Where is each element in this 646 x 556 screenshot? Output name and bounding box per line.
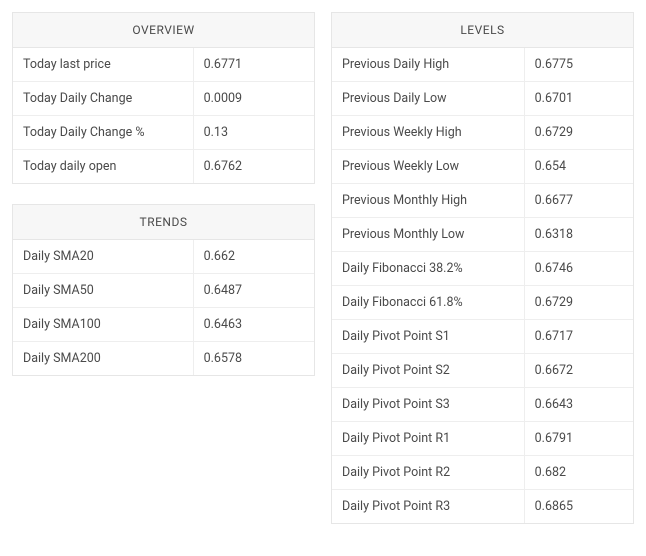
row-value: 0.6487 (194, 274, 314, 307)
table-row: Daily Pivot Point S30.6643 (332, 388, 633, 422)
row-value: 0.13 (194, 116, 314, 149)
table-row: Daily SMA1000.6463 (13, 308, 314, 342)
row-label: Daily Pivot Point R3 (332, 490, 525, 523)
row-label: Today Daily Change % (13, 116, 194, 149)
row-value: 0.6729 (525, 286, 633, 319)
table-row: Daily SMA200.662 (13, 240, 314, 274)
levels-header: LEVELS (332, 13, 633, 48)
row-label: Daily SMA50 (13, 274, 194, 307)
row-label: Previous Weekly Low (332, 150, 525, 183)
row-value: 0.682 (525, 456, 633, 489)
row-value: 0.6865 (525, 490, 633, 523)
row-value: 0.662 (194, 240, 314, 273)
row-label: Daily SMA200 (13, 342, 194, 375)
table-row: Daily Pivot Point S10.6717 (332, 320, 633, 354)
table-row: Daily SMA500.6487 (13, 274, 314, 308)
row-label: Daily SMA100 (13, 308, 194, 341)
overview-panel: OVERVIEW Today last price0.6771Today Dai… (12, 12, 315, 184)
row-label: Previous Daily High (332, 48, 525, 81)
row-value: 0.6701 (525, 82, 633, 115)
row-label: Daily Pivot Point S2 (332, 354, 525, 387)
row-label: Daily Fibonacci 38.2% (332, 252, 525, 285)
row-label: Today daily open (13, 150, 194, 183)
table-row: Today last price0.6771 (13, 48, 314, 82)
row-value: 0.6672 (525, 354, 633, 387)
table-row: Today daily open0.6762 (13, 150, 314, 183)
row-value: 0.6578 (194, 342, 314, 375)
row-value: 0.6729 (525, 116, 633, 149)
trends-rows: Daily SMA200.662Daily SMA500.6487Daily S… (13, 240, 314, 375)
table-row: Previous Weekly High0.6729 (332, 116, 633, 150)
row-value: 0.6717 (525, 320, 633, 353)
table-row: Previous Daily High0.6775 (332, 48, 633, 82)
row-value: 0.0009 (194, 82, 314, 115)
table-row: Previous Weekly Low0.654 (332, 150, 633, 184)
row-label: Daily Pivot Point S3 (332, 388, 525, 421)
table-row: Today Daily Change0.0009 (13, 82, 314, 116)
row-value: 0.6746 (525, 252, 633, 285)
table-row: Daily Pivot Point S20.6672 (332, 354, 633, 388)
row-label: Previous Weekly High (332, 116, 525, 149)
right-column: LEVELS Previous Daily High0.6775Previous… (331, 12, 634, 544)
table-row: Daily SMA2000.6578 (13, 342, 314, 375)
row-value: 0.6677 (525, 184, 633, 217)
row-label: Previous Monthly High (332, 184, 525, 217)
table-row: Previous Daily Low0.6701 (332, 82, 633, 116)
table-row: Daily Pivot Point R30.6865 (332, 490, 633, 523)
row-label: Today Daily Change (13, 82, 194, 115)
trends-panel: TRENDS Daily SMA200.662Daily SMA500.6487… (12, 204, 315, 376)
levels-rows: Previous Daily High0.6775Previous Daily … (332, 48, 633, 523)
row-value: 0.6318 (525, 218, 633, 251)
table-row: Daily Fibonacci 38.2%0.6746 (332, 252, 633, 286)
overview-header: OVERVIEW (13, 13, 314, 48)
row-value: 0.6463 (194, 308, 314, 341)
row-label: Daily SMA20 (13, 240, 194, 273)
table-row: Previous Monthly Low0.6318 (332, 218, 633, 252)
row-label: Daily Pivot Point R2 (332, 456, 525, 489)
row-label: Daily Pivot Point R1 (332, 422, 525, 455)
row-label: Daily Pivot Point S1 (332, 320, 525, 353)
row-label: Previous Monthly Low (332, 218, 525, 251)
row-value: 0.6791 (525, 422, 633, 455)
row-value: 0.6643 (525, 388, 633, 421)
table-row: Previous Monthly High0.6677 (332, 184, 633, 218)
table-row: Daily Pivot Point R20.682 (332, 456, 633, 490)
row-value: 0.6775 (525, 48, 633, 81)
row-value: 0.654 (525, 150, 633, 183)
table-row: Daily Pivot Point R10.6791 (332, 422, 633, 456)
row-value: 0.6771 (194, 48, 314, 81)
table-row: Today Daily Change %0.13 (13, 116, 314, 150)
row-label: Daily Fibonacci 61.8% (332, 286, 525, 319)
overview-rows: Today last price0.6771Today Daily Change… (13, 48, 314, 183)
trends-header: TRENDS (13, 205, 314, 240)
data-tables-layout: OVERVIEW Today last price0.6771Today Dai… (12, 12, 634, 544)
table-row: Daily Fibonacci 61.8%0.6729 (332, 286, 633, 320)
row-value: 0.6762 (194, 150, 314, 183)
levels-panel: LEVELS Previous Daily High0.6775Previous… (331, 12, 634, 524)
left-column: OVERVIEW Today last price0.6771Today Dai… (12, 12, 315, 396)
row-label: Previous Daily Low (332, 82, 525, 115)
row-label: Today last price (13, 48, 194, 81)
